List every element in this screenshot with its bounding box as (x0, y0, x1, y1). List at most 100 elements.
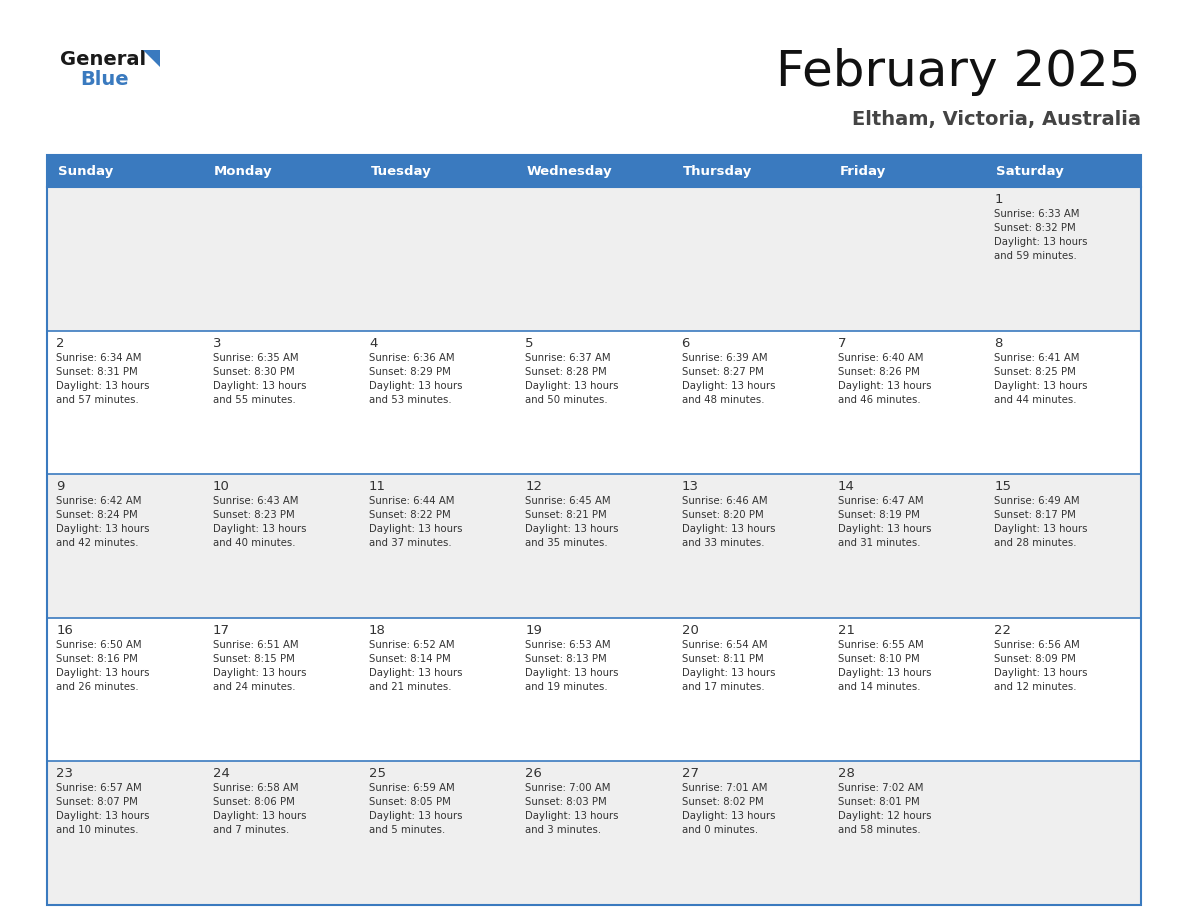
Bar (48, 618, 203, 761)
Text: 19: 19 (525, 624, 542, 637)
Text: Sunrise: 6:43 AM
Sunset: 8:23 PM
Daylight: 13 hours
and 40 minutes.: Sunrise: 6:43 AM Sunset: 8:23 PM Dayligh… (213, 497, 307, 548)
Bar (672, 187, 828, 330)
Text: Eltham, Victoria, Australia: Eltham, Victoria, Australia (852, 110, 1140, 129)
Text: 3: 3 (213, 337, 221, 350)
Bar (672, 475, 828, 618)
Text: Sunrise: 6:51 AM
Sunset: 8:15 PM
Daylight: 13 hours
and 24 minutes.: Sunrise: 6:51 AM Sunset: 8:15 PM Dayligh… (213, 640, 307, 692)
Bar (360, 475, 516, 618)
Text: Sunrise: 6:47 AM
Sunset: 8:19 PM
Daylight: 13 hours
and 31 minutes.: Sunrise: 6:47 AM Sunset: 8:19 PM Dayligh… (838, 497, 931, 548)
Text: Sunrise: 7:00 AM
Sunset: 8:03 PM
Daylight: 13 hours
and 3 minutes.: Sunrise: 7:00 AM Sunset: 8:03 PM Dayligh… (525, 783, 619, 835)
Bar (672, 761, 828, 905)
Bar (360, 761, 516, 905)
Text: 6: 6 (682, 337, 690, 350)
Text: 24: 24 (213, 767, 229, 780)
Polygon shape (143, 50, 160, 67)
Bar (516, 475, 672, 618)
Text: Sunrise: 6:44 AM
Sunset: 8:22 PM
Daylight: 13 hours
and 37 minutes.: Sunrise: 6:44 AM Sunset: 8:22 PM Dayligh… (369, 497, 462, 548)
Text: Sunrise: 6:49 AM
Sunset: 8:17 PM
Daylight: 13 hours
and 28 minutes.: Sunrise: 6:49 AM Sunset: 8:17 PM Dayligh… (994, 497, 1087, 548)
Text: Sunrise: 6:56 AM
Sunset: 8:09 PM
Daylight: 13 hours
and 12 minutes.: Sunrise: 6:56 AM Sunset: 8:09 PM Dayligh… (994, 640, 1087, 692)
Text: Sunrise: 6:42 AM
Sunset: 8:24 PM
Daylight: 13 hours
and 42 minutes.: Sunrise: 6:42 AM Sunset: 8:24 PM Dayligh… (56, 497, 150, 548)
Text: Sunrise: 6:35 AM
Sunset: 8:30 PM
Daylight: 13 hours
and 55 minutes.: Sunrise: 6:35 AM Sunset: 8:30 PM Dayligh… (213, 353, 307, 405)
Text: 1: 1 (994, 193, 1003, 206)
Text: Sunrise: 6:58 AM
Sunset: 8:06 PM
Daylight: 13 hours
and 7 minutes.: Sunrise: 6:58 AM Sunset: 8:06 PM Dayligh… (213, 783, 307, 835)
Bar (985, 187, 1140, 330)
Bar (828, 761, 985, 905)
Bar (360, 187, 516, 330)
Text: Sunrise: 6:55 AM
Sunset: 8:10 PM
Daylight: 13 hours
and 14 minutes.: Sunrise: 6:55 AM Sunset: 8:10 PM Dayligh… (838, 640, 931, 692)
Text: Blue: Blue (80, 70, 128, 89)
Bar (828, 330, 985, 475)
Bar (48, 155, 1140, 905)
Bar (516, 330, 672, 475)
Text: 13: 13 (682, 480, 699, 493)
Text: Sunrise: 7:02 AM
Sunset: 8:01 PM
Daylight: 12 hours
and 58 minutes.: Sunrise: 7:02 AM Sunset: 8:01 PM Dayligh… (838, 783, 931, 835)
Bar (203, 155, 360, 187)
Text: 26: 26 (525, 767, 542, 780)
Text: Sunrise: 6:39 AM
Sunset: 8:27 PM
Daylight: 13 hours
and 48 minutes.: Sunrise: 6:39 AM Sunset: 8:27 PM Dayligh… (682, 353, 775, 405)
Bar (828, 475, 985, 618)
Text: Sunrise: 6:57 AM
Sunset: 8:07 PM
Daylight: 13 hours
and 10 minutes.: Sunrise: 6:57 AM Sunset: 8:07 PM Dayligh… (56, 783, 150, 835)
Text: Saturday: Saturday (996, 164, 1063, 177)
Text: Wednesday: Wednesday (526, 164, 613, 177)
Text: 14: 14 (838, 480, 854, 493)
Bar (360, 330, 516, 475)
Text: Sunrise: 6:50 AM
Sunset: 8:16 PM
Daylight: 13 hours
and 26 minutes.: Sunrise: 6:50 AM Sunset: 8:16 PM Dayligh… (56, 640, 150, 692)
Bar (360, 618, 516, 761)
Text: Sunrise: 7:01 AM
Sunset: 8:02 PM
Daylight: 13 hours
and 0 minutes.: Sunrise: 7:01 AM Sunset: 8:02 PM Dayligh… (682, 783, 775, 835)
Text: 21: 21 (838, 624, 855, 637)
Text: 25: 25 (369, 767, 386, 780)
Bar (48, 475, 203, 618)
Bar (985, 618, 1140, 761)
Text: 20: 20 (682, 624, 699, 637)
Bar (672, 618, 828, 761)
Text: 5: 5 (525, 337, 533, 350)
Text: Sunrise: 6:37 AM
Sunset: 8:28 PM
Daylight: 13 hours
and 50 minutes.: Sunrise: 6:37 AM Sunset: 8:28 PM Dayligh… (525, 353, 619, 405)
Bar (516, 618, 672, 761)
Text: Monday: Monday (214, 164, 273, 177)
Bar (203, 330, 360, 475)
Bar (985, 761, 1140, 905)
Bar (985, 475, 1140, 618)
Text: 27: 27 (682, 767, 699, 780)
Text: 7: 7 (838, 337, 846, 350)
Text: Sunrise: 6:34 AM
Sunset: 8:31 PM
Daylight: 13 hours
and 57 minutes.: Sunrise: 6:34 AM Sunset: 8:31 PM Dayligh… (56, 353, 150, 405)
Bar (48, 330, 203, 475)
Text: 8: 8 (994, 337, 1003, 350)
Text: 9: 9 (56, 480, 65, 493)
Text: Sunrise: 6:54 AM
Sunset: 8:11 PM
Daylight: 13 hours
and 17 minutes.: Sunrise: 6:54 AM Sunset: 8:11 PM Dayligh… (682, 640, 775, 692)
Text: 12: 12 (525, 480, 542, 493)
Text: Friday: Friday (840, 164, 885, 177)
Bar (516, 155, 672, 187)
Text: 10: 10 (213, 480, 229, 493)
Bar (985, 330, 1140, 475)
Bar (985, 155, 1140, 187)
Bar (360, 155, 516, 187)
Text: Tuesday: Tuesday (371, 164, 431, 177)
Text: 4: 4 (369, 337, 378, 350)
Text: Sunrise: 6:52 AM
Sunset: 8:14 PM
Daylight: 13 hours
and 21 minutes.: Sunrise: 6:52 AM Sunset: 8:14 PM Dayligh… (369, 640, 462, 692)
Text: 2: 2 (56, 337, 65, 350)
Text: Sunrise: 6:53 AM
Sunset: 8:13 PM
Daylight: 13 hours
and 19 minutes.: Sunrise: 6:53 AM Sunset: 8:13 PM Dayligh… (525, 640, 619, 692)
Bar (48, 187, 203, 330)
Bar (516, 761, 672, 905)
Text: Sunrise: 6:33 AM
Sunset: 8:32 PM
Daylight: 13 hours
and 59 minutes.: Sunrise: 6:33 AM Sunset: 8:32 PM Dayligh… (994, 209, 1087, 261)
Text: Sunday: Sunday (58, 164, 113, 177)
Bar (828, 618, 985, 761)
Bar (203, 761, 360, 905)
Text: 28: 28 (838, 767, 854, 780)
Bar (48, 155, 203, 187)
Text: Sunrise: 6:45 AM
Sunset: 8:21 PM
Daylight: 13 hours
and 35 minutes.: Sunrise: 6:45 AM Sunset: 8:21 PM Dayligh… (525, 497, 619, 548)
Text: 11: 11 (369, 480, 386, 493)
Bar (828, 155, 985, 187)
Text: Sunrise: 6:41 AM
Sunset: 8:25 PM
Daylight: 13 hours
and 44 minutes.: Sunrise: 6:41 AM Sunset: 8:25 PM Dayligh… (994, 353, 1087, 405)
Text: General: General (61, 50, 146, 69)
Text: Sunrise: 6:46 AM
Sunset: 8:20 PM
Daylight: 13 hours
and 33 minutes.: Sunrise: 6:46 AM Sunset: 8:20 PM Dayligh… (682, 497, 775, 548)
Bar (203, 475, 360, 618)
Bar (672, 330, 828, 475)
Text: Sunrise: 6:40 AM
Sunset: 8:26 PM
Daylight: 13 hours
and 46 minutes.: Sunrise: 6:40 AM Sunset: 8:26 PM Dayligh… (838, 353, 931, 405)
Bar (672, 155, 828, 187)
Bar (828, 187, 985, 330)
Text: 22: 22 (994, 624, 1011, 637)
Text: Sunrise: 6:59 AM
Sunset: 8:05 PM
Daylight: 13 hours
and 5 minutes.: Sunrise: 6:59 AM Sunset: 8:05 PM Dayligh… (369, 783, 462, 835)
Text: Thursday: Thursday (683, 164, 752, 177)
